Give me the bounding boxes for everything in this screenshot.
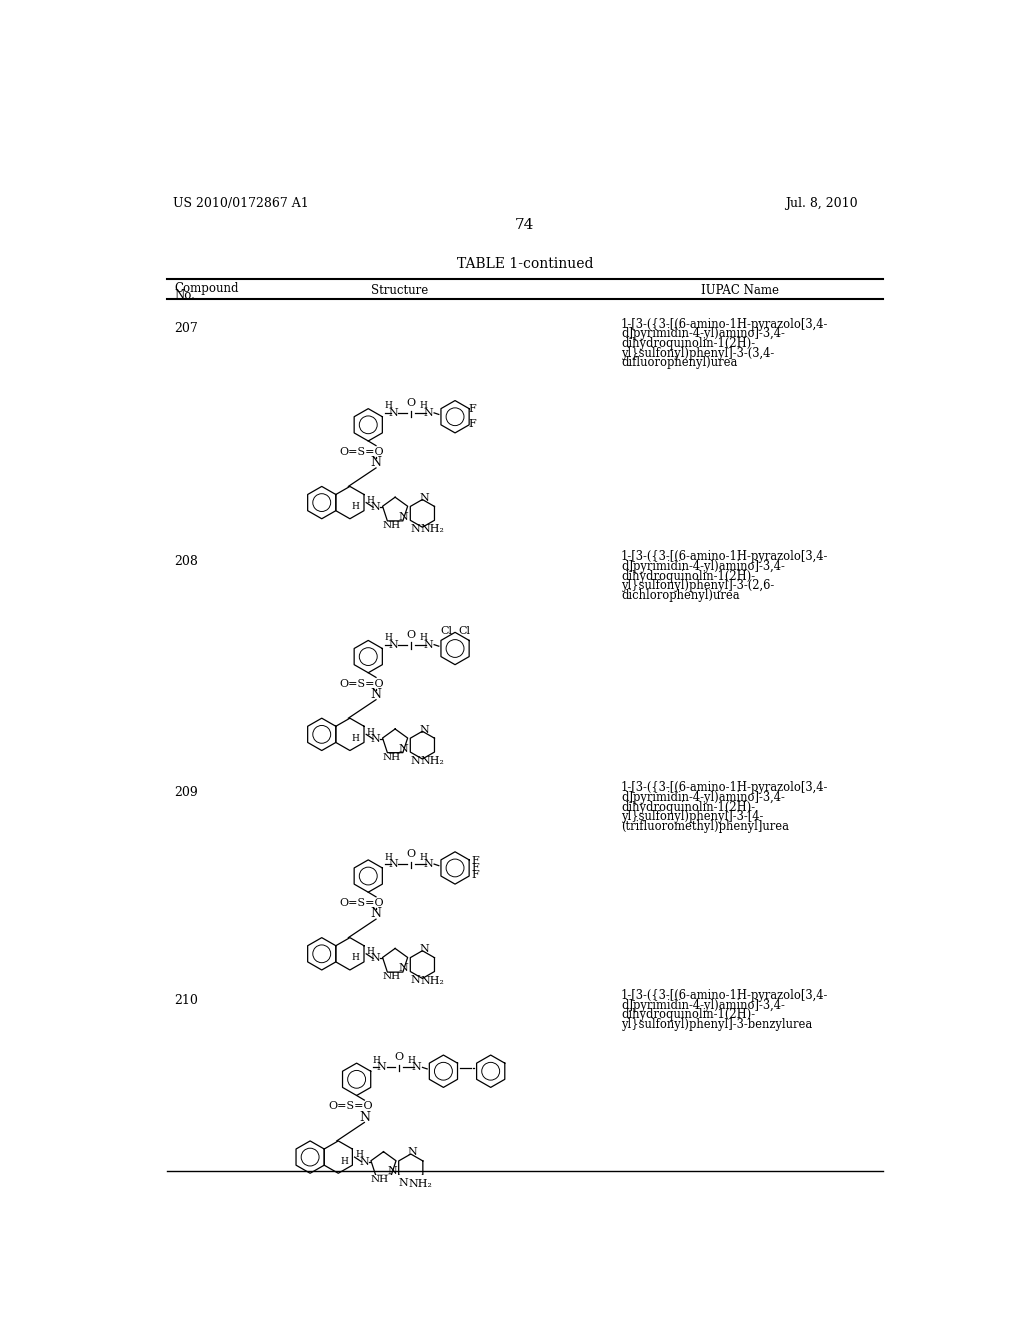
- Text: NH₂: NH₂: [420, 524, 444, 535]
- Text: N: N: [358, 1110, 370, 1123]
- Text: 74: 74: [515, 218, 535, 232]
- Text: NH: NH: [382, 752, 400, 762]
- Text: No.: No.: [174, 289, 196, 302]
- Text: H: H: [351, 734, 359, 743]
- Text: N: N: [411, 755, 420, 766]
- Text: dihydroquinolin-1(2H)-: dihydroquinolin-1(2H)-: [621, 1008, 755, 1022]
- Text: N: N: [398, 743, 409, 754]
- Text: Jul. 8, 2010: Jul. 8, 2010: [785, 197, 858, 210]
- Text: d]pyrimidin-4-yl)amino]-3,4-: d]pyrimidin-4-yl)amino]-3,4-: [621, 999, 784, 1012]
- Text: F: F: [468, 418, 476, 429]
- Text: N: N: [419, 492, 429, 503]
- Text: N: N: [388, 640, 398, 649]
- Text: H: H: [420, 401, 427, 411]
- Text: O=S=O: O=S=O: [340, 898, 384, 908]
- Text: yl}sulfonyl)phenyl]-3-(2,6-: yl}sulfonyl)phenyl]-3-(2,6-: [621, 579, 774, 593]
- Text: N: N: [423, 859, 433, 869]
- Text: H: H: [384, 634, 392, 643]
- Text: d]pyrimidin-4-yl)amino]-3,4-: d]pyrimidin-4-yl)amino]-3,4-: [621, 560, 784, 573]
- Text: NH: NH: [382, 972, 400, 981]
- Text: 208: 208: [174, 554, 199, 568]
- Text: N: N: [398, 512, 409, 521]
- Text: yl}sulfonyl)phenyl]-3-(3,4-: yl}sulfonyl)phenyl]-3-(3,4-: [621, 347, 774, 359]
- Text: Structure: Structure: [371, 284, 428, 297]
- Text: IUPAC Name: IUPAC Name: [701, 284, 779, 297]
- Text: H: H: [420, 853, 427, 862]
- Text: O: O: [407, 397, 416, 408]
- Text: H: H: [340, 1156, 348, 1166]
- Text: N: N: [377, 1063, 386, 1072]
- Text: yl}sulfonyl)phenyl]-3-benzylurea: yl}sulfonyl)phenyl]-3-benzylurea: [621, 1018, 812, 1031]
- Text: H: H: [351, 502, 359, 511]
- Text: N: N: [371, 455, 382, 469]
- Text: N: N: [419, 725, 429, 735]
- Text: 1-[3-({3-[(6-amino-1H-pyrazolo[3,4-: 1-[3-({3-[(6-amino-1H-pyrazolo[3,4-: [621, 989, 828, 1002]
- Text: O: O: [407, 630, 416, 640]
- Text: 1-[3-({3-[(6-amino-1H-pyrazolo[3,4-: 1-[3-({3-[(6-amino-1H-pyrazolo[3,4-: [621, 550, 828, 564]
- Text: N: N: [371, 953, 380, 964]
- Text: NH₂: NH₂: [420, 756, 444, 766]
- Text: O=S=O: O=S=O: [340, 678, 384, 689]
- Text: O=S=O: O=S=O: [340, 446, 384, 457]
- Text: O=S=O: O=S=O: [328, 1101, 373, 1111]
- Text: N: N: [408, 1147, 418, 1158]
- Text: N: N: [371, 907, 382, 920]
- Text: TABLE 1-continued: TABLE 1-continued: [457, 257, 593, 271]
- Text: F: F: [471, 863, 479, 873]
- Text: difluorophenyl)urea: difluorophenyl)urea: [621, 356, 737, 370]
- Text: H: H: [420, 634, 427, 643]
- Text: d]pyrimidin-4-yl)amino]-3,4-: d]pyrimidin-4-yl)amino]-3,4-: [621, 791, 784, 804]
- Text: N: N: [411, 524, 420, 533]
- Text: 209: 209: [174, 785, 199, 799]
- Text: Compound: Compound: [174, 281, 239, 294]
- Text: N: N: [423, 640, 433, 649]
- Text: H: H: [408, 1056, 416, 1065]
- Text: N: N: [371, 688, 382, 701]
- Text: dichlorophenyl)urea: dichlorophenyl)urea: [621, 589, 739, 602]
- Text: H: H: [367, 727, 375, 737]
- Text: F: F: [468, 404, 476, 414]
- Text: H: H: [384, 401, 392, 411]
- Text: (trifluoromethyl)phenyl]urea: (trifluoromethyl)phenyl]urea: [621, 820, 788, 833]
- Text: 210: 210: [174, 994, 199, 1007]
- Text: N: N: [359, 1156, 369, 1167]
- Text: H: H: [367, 946, 375, 956]
- Text: 207: 207: [174, 322, 199, 335]
- Text: N: N: [419, 944, 429, 954]
- Text: N: N: [371, 502, 380, 512]
- Text: dihydroquinolin-1(2H)-: dihydroquinolin-1(2H)-: [621, 800, 755, 813]
- Text: d]pyrimidin-4-yl)amino]-3,4-: d]pyrimidin-4-yl)amino]-3,4-: [621, 327, 784, 341]
- Text: N: N: [371, 734, 380, 744]
- Text: H: H: [373, 1056, 381, 1065]
- Text: NH₂: NH₂: [409, 1179, 432, 1189]
- Text: H: H: [351, 953, 359, 962]
- Text: N: N: [387, 1167, 397, 1176]
- Text: dihydroquinolin-1(2H)-: dihydroquinolin-1(2H)-: [621, 337, 755, 350]
- Text: H: H: [367, 496, 375, 504]
- Text: O: O: [394, 1052, 403, 1063]
- Text: N: N: [398, 964, 409, 973]
- Text: NH₂: NH₂: [420, 975, 444, 986]
- Text: dihydroquinolin-1(2H)-: dihydroquinolin-1(2H)-: [621, 570, 755, 582]
- Text: yl}sulfonyl)phenyl]-3-[4-: yl}sulfonyl)phenyl]-3-[4-: [621, 810, 763, 824]
- Text: N: N: [411, 975, 420, 985]
- Text: F: F: [471, 870, 479, 880]
- Text: H: H: [384, 853, 392, 862]
- Text: Cl: Cl: [440, 626, 453, 636]
- Text: H: H: [355, 1150, 364, 1159]
- Text: US 2010/0172867 A1: US 2010/0172867 A1: [173, 197, 308, 210]
- Text: N: N: [412, 1063, 421, 1072]
- Text: F: F: [471, 855, 479, 866]
- Text: N: N: [388, 859, 398, 869]
- Text: N: N: [388, 408, 398, 418]
- Text: N: N: [423, 408, 433, 418]
- Text: 1-[3-({3-[(6-amino-1H-pyrazolo[3,4-: 1-[3-({3-[(6-amino-1H-pyrazolo[3,4-: [621, 318, 828, 331]
- Text: NH: NH: [382, 521, 400, 529]
- Text: O: O: [407, 849, 416, 859]
- Text: Cl: Cl: [458, 626, 470, 636]
- Text: 1-[3-({3-[(6-amino-1H-pyrazolo[3,4-: 1-[3-({3-[(6-amino-1H-pyrazolo[3,4-: [621, 781, 828, 795]
- Text: NH: NH: [371, 1175, 388, 1184]
- Text: N: N: [399, 1179, 409, 1188]
